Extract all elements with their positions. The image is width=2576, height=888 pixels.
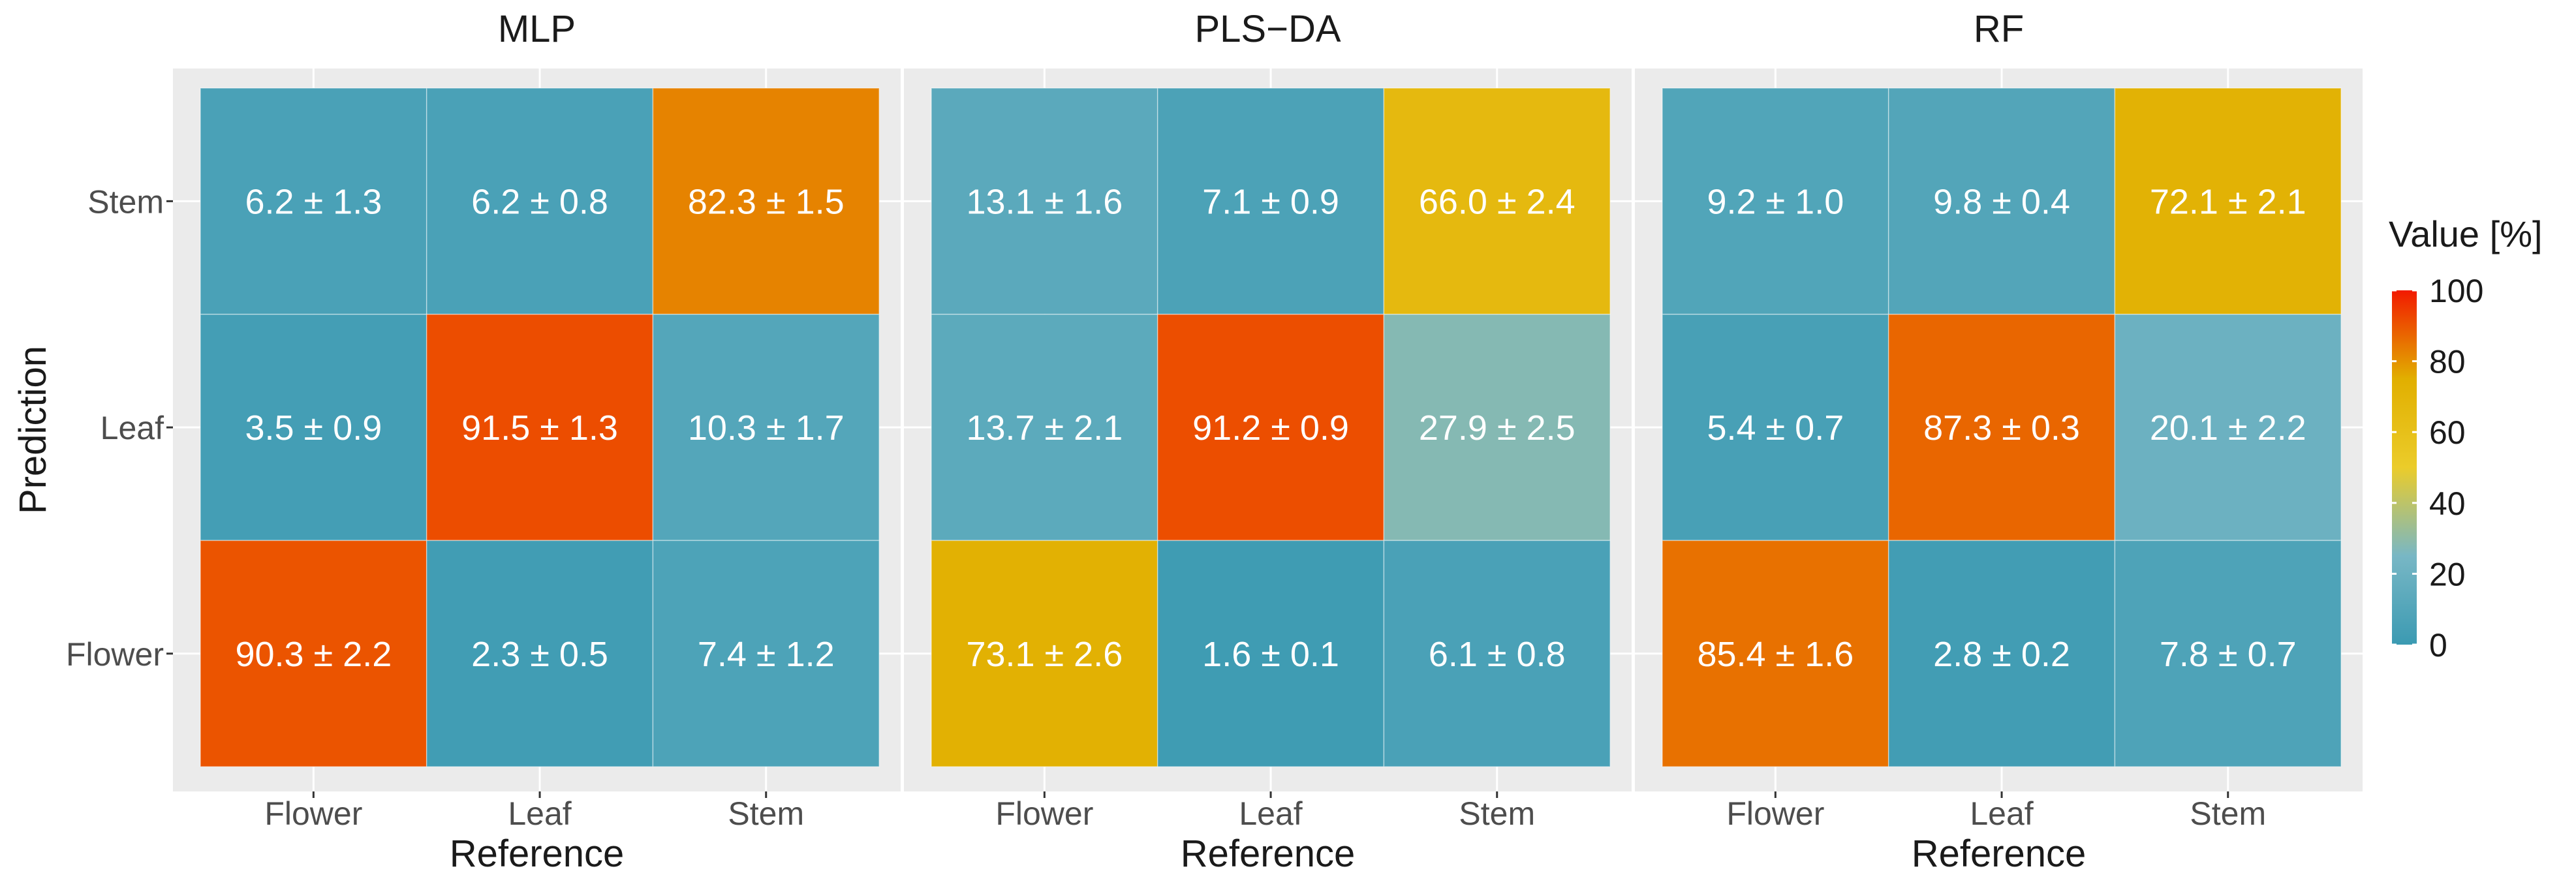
x-tick-label: Leaf: [508, 795, 571, 832]
y-axis-title: Prediction: [12, 346, 54, 514]
legend-tick-label: 60: [2429, 414, 2466, 451]
heatmap-cell: [1383, 87, 1611, 315]
heatmap-cell: [1156, 313, 1385, 542]
cell-value-label: 1.6 ± 0.1: [1202, 635, 1339, 674]
cell-value-label: 13.7 ± 2.1: [966, 408, 1123, 448]
cell-value-label: 6.2 ± 1.3: [245, 182, 382, 221]
cell-value-label: 3.5 ± 0.9: [245, 408, 382, 448]
cell-value-label: 27.9 ± 2.5: [1419, 408, 1575, 448]
legend-colorbar: [2392, 290, 2417, 645]
heatmap-cell: [1383, 540, 1611, 767]
cell-value-label: 66.0 ± 2.4: [1419, 182, 1575, 221]
legend-tick-label: 40: [2429, 485, 2466, 522]
heatmap-cell: [2114, 87, 2342, 315]
cell-value-label: 6.1 ± 0.8: [1429, 635, 1566, 674]
cell-value-label: 7.4 ± 1.2: [698, 635, 835, 674]
heatmap-cell: [1156, 87, 1385, 315]
heatmap-cell: [1383, 313, 1611, 542]
facet-title: MLP: [498, 8, 576, 50]
x-tick-label: Flower: [1726, 795, 1824, 832]
heatmap-cell: [931, 540, 1158, 767]
legend-tick-label: 20: [2429, 556, 2466, 592]
y-tick-label: Flower: [66, 636, 164, 673]
x-tick-label: Stem: [2190, 795, 2266, 832]
heatmap-cell: [426, 540, 654, 767]
facet-title: RF: [1974, 8, 2024, 50]
heatmap-cell: [931, 87, 1158, 315]
x-axis-title: Reference: [1181, 833, 1356, 875]
x-axis-title: Reference: [1912, 833, 2087, 875]
x-tick-label: Flower: [264, 795, 362, 832]
facet-title: PLS−DA: [1194, 8, 1341, 50]
cell-value-label: 82.3 ± 1.5: [688, 182, 845, 221]
heatmap-cell: [426, 313, 654, 542]
heatmap-cell: [931, 313, 1158, 542]
legend-tick-label: 0: [2429, 627, 2447, 664]
cell-value-label: 2.3 ± 0.5: [471, 635, 608, 674]
x-tick-label: Stem: [728, 795, 804, 832]
heatmap-cell: [426, 87, 654, 315]
heatmap-cell: [1156, 540, 1385, 767]
x-tick-label: Flower: [995, 795, 1093, 832]
cell-value-label: 85.4 ± 1.6: [1697, 635, 1854, 674]
cell-value-label: 7.8 ± 0.7: [2160, 635, 2297, 674]
heatmap-cell: [1662, 540, 1889, 767]
cell-value-label: 10.3 ± 1.7: [688, 408, 845, 448]
heatmap-cell: [2114, 313, 2342, 542]
legend-tick-label: 100: [2429, 273, 2483, 309]
cell-value-label: 72.1 ± 2.1: [2150, 182, 2306, 221]
cell-value-label: 2.8 ± 0.2: [1933, 635, 2070, 674]
cell-value-label: 7.1 ± 0.9: [1202, 182, 1339, 221]
heatmap-cell: [200, 540, 427, 767]
heatmap-cell: [652, 313, 880, 542]
y-tick-label: Stem: [87, 183, 164, 220]
cell-value-label: 6.2 ± 0.8: [471, 182, 608, 221]
cell-value-label: 13.1 ± 1.6: [966, 182, 1123, 221]
heatmap-cell: [652, 540, 880, 767]
cell-value-label: 91.2 ± 0.9: [1192, 408, 1349, 448]
heatmap-cell: [1887, 540, 2116, 767]
y-tick-label: Leaf: [101, 410, 164, 446]
heatmap-cell: [2114, 540, 2342, 767]
legend-tick-label: 80: [2429, 344, 2466, 380]
x-tick-label: Stem: [1459, 795, 1535, 832]
x-tick-label: Leaf: [1239, 795, 1302, 832]
cell-value-label: 87.3 ± 0.3: [1923, 408, 2080, 448]
heatmap-cell: [1662, 87, 1889, 315]
heatmap-cell: [200, 313, 427, 542]
cell-value-label: 5.4 ± 0.7: [1707, 408, 1844, 448]
cell-value-label: 9.2 ± 1.0: [1707, 182, 1844, 221]
cell-value-label: 73.1 ± 2.6: [966, 635, 1123, 674]
cell-value-label: 90.3 ± 2.2: [235, 635, 392, 674]
cell-value-label: 9.8 ± 0.4: [1933, 182, 2070, 221]
cell-value-label: 20.1 ± 2.2: [2150, 408, 2306, 448]
x-axis-title: Reference: [450, 833, 625, 875]
x-tick-label: Leaf: [1970, 795, 2033, 832]
heatmap-cell: [1662, 313, 1889, 542]
cell-value-label: 91.5 ± 1.3: [461, 408, 618, 448]
legend-title: Value [%]: [2389, 213, 2543, 254]
